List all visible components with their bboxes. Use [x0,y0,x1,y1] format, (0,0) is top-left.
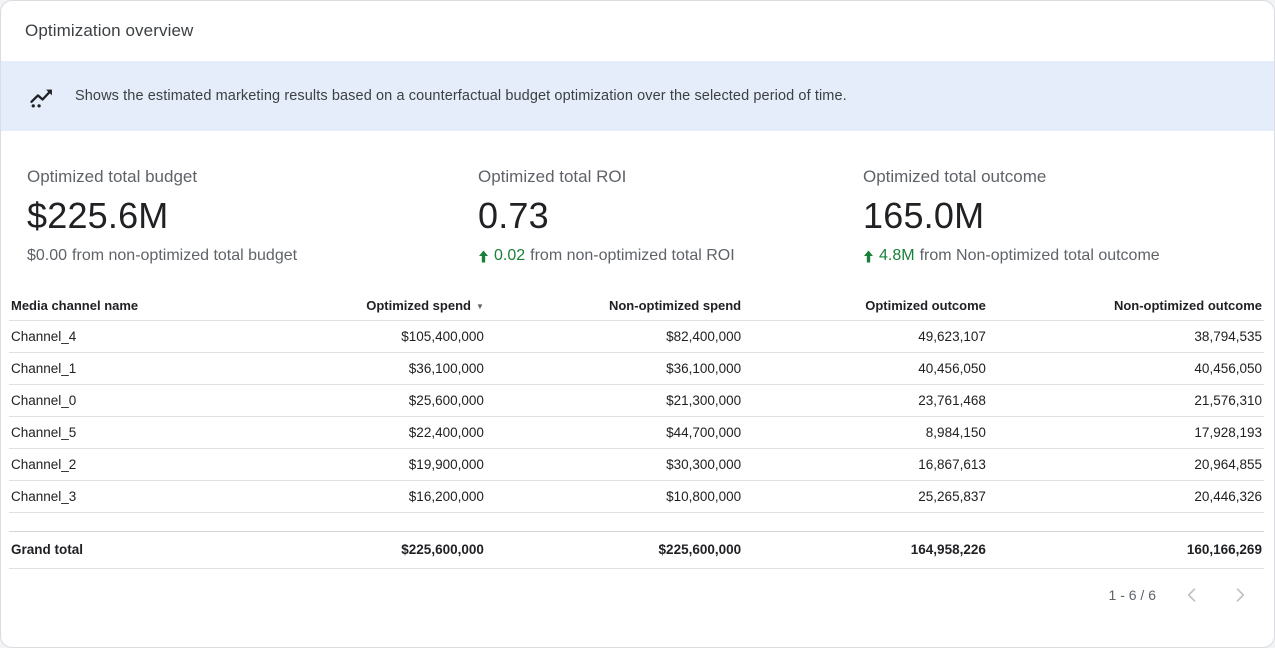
delta-suffix: from non-optimized total budget [72,247,298,264]
value-cell: 20,964,855 [987,448,1264,481]
channel-name-cell: Channel_3 [9,480,185,513]
arrow-up-icon [863,250,874,263]
value-cell: 23,761,468 [743,384,988,417]
kpi-value: 165.0M [863,195,985,236]
value-cell: 38,794,535 [987,320,1264,353]
kpi-label: Optimized total outcome [863,167,1047,186]
delta-value: $0.00 [27,247,68,264]
grand-total-row: Grand total $225,600,000 $225,600,000 16… [9,531,1264,569]
column-header-non-optimized-outcome[interactable]: Non-optimized outcome [987,291,1264,321]
page-range-label: 1 - 6 / 6 [1108,587,1156,603]
column-header-optimized-outcome[interactable]: Optimized outcome [743,291,988,321]
grand-total-non-optimized-outcome: 160,166,269 [1186,542,1262,557]
chevron-right-icon[interactable] [1228,583,1252,607]
kpi-label: Optimized total budget [27,167,198,186]
kpi-value: 0.73 [478,195,549,236]
value-cell: 40,456,050 [743,352,988,385]
sort-desc-icon: ▼ [475,302,484,312]
value-cell: $105,400,000 [184,320,486,353]
column-header-media-channel-name[interactable]: Media channel name [9,291,185,321]
column-header-non-optimized-spend[interactable]: Non-optimized spend [485,291,744,321]
banner-description: Shows the estimated marketing results ba… [75,88,847,104]
delta-suffix: from non-optimized total ROI [530,247,735,264]
value-cell: $44,700,000 [485,416,744,449]
value-cell: 40,456,050 [987,352,1264,385]
table-row: Channel_4 $105,400,000 $82,400,000 49,623,1… [9,320,1264,353]
value-cell: $16,200,000 [184,480,486,513]
table-row: Channel_3 $16,200,000 $10,800,000 25,265,83… [9,480,1264,513]
value-cell: 49,623,107 [743,320,988,353]
delta-value: 0.02 [494,247,526,264]
kpi-optimized-total-roi: Optimized total ROI 0.73 0.02 from non-o… [478,167,863,265]
value-cell: $21,300,000 [485,384,744,417]
value-cell: $36,100,000 [485,352,744,385]
channel-name-cell: Channel_2 [9,448,185,481]
grand-total-optimized-outcome: 164,958,226 [910,542,986,557]
kpi-delta: 4.8M from Non-optimized total outcome [863,247,1248,265]
pagination: 1 - 6 / 6 [1,569,1274,607]
value-cell: 17,928,193 [987,416,1264,449]
grand-total-optimized-spend: $225,600,000 [401,542,484,557]
value-cell: 25,265,837 [743,480,988,513]
channel-name-cell: Channel_1 [9,352,185,385]
kpi-label: Optimized total ROI [478,167,627,186]
channels-table: Media channel name Optimized spend ▼ Non-… [1,265,1274,513]
table-header-row: Media channel name Optimized spend ▼ Non-… [9,291,1264,321]
channel-name-cell: Channel_4 [9,320,185,353]
column-header-optimized-spend[interactable]: Optimized spend ▼ [184,291,486,321]
grand-total-label: Grand total [11,542,84,557]
value-cell: $25,600,000 [184,384,486,417]
table-row: Channel_0 $25,600,000 $21,300,000 23,761,46… [9,384,1264,417]
kpi-value: $225.6M [27,195,169,236]
table-body: Channel_4 $105,400,000 $82,400,000 49,623,1… [9,320,1264,513]
delta-suffix: from Non-optimized total outcome [919,247,1160,264]
card-header: Optimization overview [1,1,1274,61]
table-row: Channel_5 $22,400,000 $44,700,000 8,984,150… [9,416,1264,449]
kpi-delta: $0.00 from non-optimized total budget [27,247,478,265]
insights-icon [27,81,57,111]
info-banner: Shows the estimated marketing results ba… [1,61,1274,131]
value-cell: $82,400,000 [485,320,744,353]
value-cell: $30,300,000 [485,448,744,481]
channel-name-cell: Channel_0 [9,384,185,417]
value-cell: 8,984,150 [743,416,988,449]
delta-value: 4.8M [879,247,915,264]
kpi-section: Optimized total budget $225.6M $0.00 fro… [1,131,1274,265]
channel-name-cell: Channel_5 [9,416,185,449]
arrow-up-icon [478,250,489,263]
page-title: Optimization overview [25,21,194,40]
value-cell: $36,100,000 [184,352,486,385]
table-row: Channel_2 $19,900,000 $30,300,000 16,867,61… [9,448,1264,481]
kpi-optimized-total-budget: Optimized total budget $225.6M $0.00 fro… [27,167,478,265]
value-cell: 16,867,613 [743,448,988,481]
chevron-left-icon[interactable] [1180,583,1204,607]
value-cell: $10,800,000 [485,480,744,513]
kpi-delta: 0.02 from non-optimized total ROI [478,247,863,265]
table-row: Channel_1 $36,100,000 $36,100,000 40,456,05… [9,352,1264,385]
grand-total-non-optimized-spend: $225,600,000 [658,542,742,557]
value-cell: 21,576,310 [987,384,1264,417]
kpi-optimized-total-outcome: Optimized total outcome 165.0M 4.8M from… [863,167,1248,265]
value-cell: $22,400,000 [184,416,486,449]
value-cell: 20,446,326 [987,480,1264,513]
column-header-label: Optimized spend [366,298,471,313]
value-cell: $19,900,000 [184,448,486,481]
